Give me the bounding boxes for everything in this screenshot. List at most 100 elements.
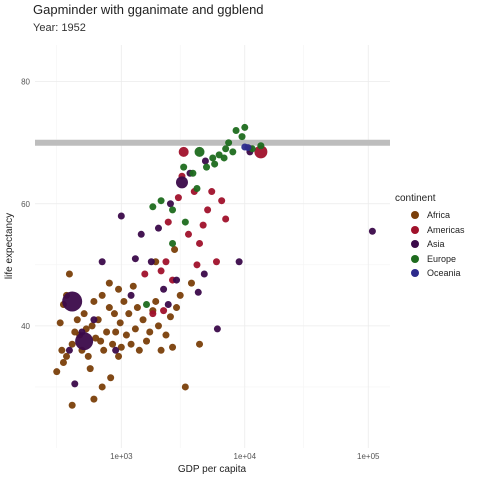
data-point-africa	[173, 304, 181, 312]
data-point-asia	[131, 255, 139, 263]
data-point-europe	[143, 301, 151, 309]
data-point-africa	[98, 291, 106, 299]
data-point-americas	[184, 230, 192, 238]
legend-title: continent	[395, 193, 436, 204]
data-point-africa	[86, 365, 94, 373]
grid	[35, 45, 390, 448]
legend-key	[411, 269, 419, 278]
data-point-africa	[166, 313, 174, 321]
data-point-africa	[59, 359, 67, 367]
data-point-africa	[63, 352, 71, 360]
data-point-americas	[222, 215, 230, 223]
data-point-asia	[62, 291, 83, 312]
data-point-africa	[176, 291, 184, 299]
data-point-americas	[208, 188, 216, 196]
data-point-africa	[146, 328, 154, 336]
data-point-africa	[120, 297, 128, 305]
data-point-americas	[196, 239, 204, 247]
data-point-africa	[56, 319, 64, 327]
data-point-africa	[73, 316, 81, 324]
data-point-europe	[169, 239, 177, 247]
data-point-asia	[98, 258, 106, 266]
data-point-africa	[90, 395, 98, 403]
data-point-asia	[71, 380, 79, 388]
data-point-europe	[222, 145, 230, 153]
data-point-africa	[100, 346, 108, 354]
legend-label: Europe	[427, 253, 457, 264]
data-point-europe	[238, 133, 246, 141]
legend-item-europe: Europe	[395, 252, 465, 267]
data-point-africa	[53, 368, 61, 376]
data-point-africa	[58, 346, 66, 354]
data-point-europe	[220, 154, 228, 162]
x-tick-label: 1e+04	[234, 452, 257, 461]
plot-panel	[35, 45, 390, 448]
data-point-europe	[193, 184, 201, 192]
data-point-africa	[88, 322, 96, 330]
data-point-americas	[141, 270, 149, 278]
chart-title: Gapminder with gganimate and ggblend	[33, 2, 264, 17]
data-point-americas	[199, 221, 207, 229]
data-point-africa	[157, 346, 165, 354]
data-point-africa	[171, 246, 179, 254]
y-tick-label: 80	[21, 78, 30, 87]
data-point-europe	[211, 160, 219, 168]
legend-key	[411, 225, 419, 234]
data-point-africa	[84, 352, 92, 360]
data-point-europe	[203, 163, 211, 171]
data-point-europe	[232, 126, 240, 134]
data-point-africa	[98, 383, 106, 391]
legend-key	[411, 211, 419, 220]
data-points	[53, 123, 376, 409]
data-point-europe	[180, 163, 188, 171]
legend-label: Asia	[427, 239, 445, 250]
data-point-asia	[78, 328, 86, 336]
legend-item-americas: Americas	[395, 223, 465, 238]
y-tick-label: 60	[21, 200, 30, 209]
legend-item-oceania: Oceania	[395, 266, 465, 281]
data-point-africa	[143, 337, 151, 345]
data-point-africa	[196, 340, 204, 348]
data-point-africa	[80, 310, 88, 318]
data-point-africa	[109, 340, 117, 348]
data-point-africa	[154, 322, 162, 330]
data-point-americas	[164, 218, 172, 226]
data-point-asia	[154, 224, 162, 232]
data-point-africa	[122, 331, 130, 339]
data-point-africa	[97, 337, 105, 345]
data-point-americas	[162, 258, 170, 266]
legend-key	[411, 240, 419, 249]
data-point-africa	[129, 282, 137, 290]
data-point-asia	[164, 301, 172, 309]
data-point-europe	[257, 142, 265, 150]
data-point-africa	[152, 297, 160, 305]
data-point-africa	[125, 310, 133, 318]
data-point-europe	[149, 203, 157, 211]
data-point-asia	[173, 276, 181, 284]
legend-item-asia: Asia	[395, 237, 465, 252]
data-point-americas	[157, 267, 165, 275]
data-point-asia	[201, 157, 209, 165]
data-point-africa	[116, 319, 124, 327]
legend-items: Africa Americas Asia Europe Oceania	[395, 208, 465, 281]
data-point-africa	[107, 374, 115, 382]
x-tick-label: 1e+05	[357, 452, 380, 461]
x-axis-label: GDP per capita	[178, 464, 247, 475]
data-point-africa	[115, 285, 123, 293]
data-point-europe	[169, 206, 177, 214]
data-point-africa	[68, 401, 76, 409]
data-point-asia	[166, 200, 174, 208]
data-point-asia	[65, 346, 73, 354]
data-point-americas	[149, 310, 157, 318]
data-point-americas	[218, 197, 226, 205]
data-point-asia	[112, 346, 120, 354]
data-point-asia	[160, 285, 168, 293]
data-point-americas	[212, 258, 220, 266]
data-point-africa	[127, 340, 135, 348]
data-point-africa	[169, 343, 177, 351]
data-point-asia	[147, 258, 155, 266]
data-point-asia	[175, 176, 188, 189]
data-point-asia	[200, 270, 208, 278]
data-point-africa	[90, 297, 98, 305]
